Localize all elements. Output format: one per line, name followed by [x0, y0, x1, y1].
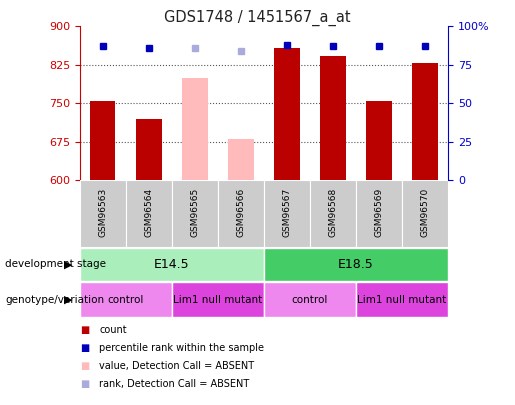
- Text: GSM96567: GSM96567: [282, 188, 291, 237]
- Text: GSM96563: GSM96563: [98, 188, 107, 237]
- Bar: [126, 180, 172, 247]
- Bar: [80, 180, 126, 247]
- Bar: [218, 180, 264, 247]
- Text: GSM96566: GSM96566: [236, 188, 246, 237]
- Text: ■: ■: [80, 343, 89, 353]
- Text: genotype/variation: genotype/variation: [5, 295, 104, 305]
- Bar: [172, 180, 218, 247]
- Text: ■: ■: [80, 379, 89, 388]
- Text: GSM96570: GSM96570: [421, 188, 430, 237]
- Bar: [274, 48, 300, 180]
- Bar: [366, 101, 392, 180]
- Text: GSM96564: GSM96564: [144, 188, 153, 237]
- Bar: [80, 248, 264, 281]
- Text: E18.5: E18.5: [338, 258, 374, 271]
- Bar: [356, 282, 448, 317]
- Text: GDS1748 / 1451567_a_at: GDS1748 / 1451567_a_at: [164, 10, 351, 26]
- Text: ▶: ▶: [63, 259, 72, 269]
- Text: control: control: [292, 295, 328, 305]
- Bar: [80, 282, 172, 317]
- Text: percentile rank within the sample: percentile rank within the sample: [99, 343, 264, 353]
- Text: ■: ■: [80, 361, 89, 371]
- Bar: [264, 248, 448, 281]
- Text: count: count: [99, 325, 127, 335]
- Bar: [172, 282, 264, 317]
- Bar: [402, 180, 448, 247]
- Text: GSM96568: GSM96568: [329, 188, 337, 237]
- Bar: [310, 180, 356, 247]
- Text: rank, Detection Call = ABSENT: rank, Detection Call = ABSENT: [99, 379, 250, 388]
- Bar: [264, 282, 356, 317]
- Text: value, Detection Call = ABSENT: value, Detection Call = ABSENT: [99, 361, 254, 371]
- Text: Lim1 null mutant: Lim1 null mutant: [357, 295, 447, 305]
- Bar: [413, 63, 438, 180]
- Bar: [90, 101, 115, 180]
- Bar: [320, 55, 346, 180]
- Text: GSM96569: GSM96569: [374, 188, 384, 237]
- Text: E14.5: E14.5: [154, 258, 190, 271]
- Bar: [228, 139, 253, 180]
- Text: control: control: [108, 295, 144, 305]
- Text: ■: ■: [80, 325, 89, 335]
- Text: development stage: development stage: [5, 259, 106, 269]
- Text: Lim1 null mutant: Lim1 null mutant: [173, 295, 263, 305]
- Text: ▶: ▶: [63, 295, 72, 305]
- Bar: [356, 180, 402, 247]
- Bar: [264, 180, 310, 247]
- Bar: [182, 78, 208, 180]
- Text: GSM96565: GSM96565: [191, 188, 199, 237]
- Bar: [136, 119, 162, 180]
